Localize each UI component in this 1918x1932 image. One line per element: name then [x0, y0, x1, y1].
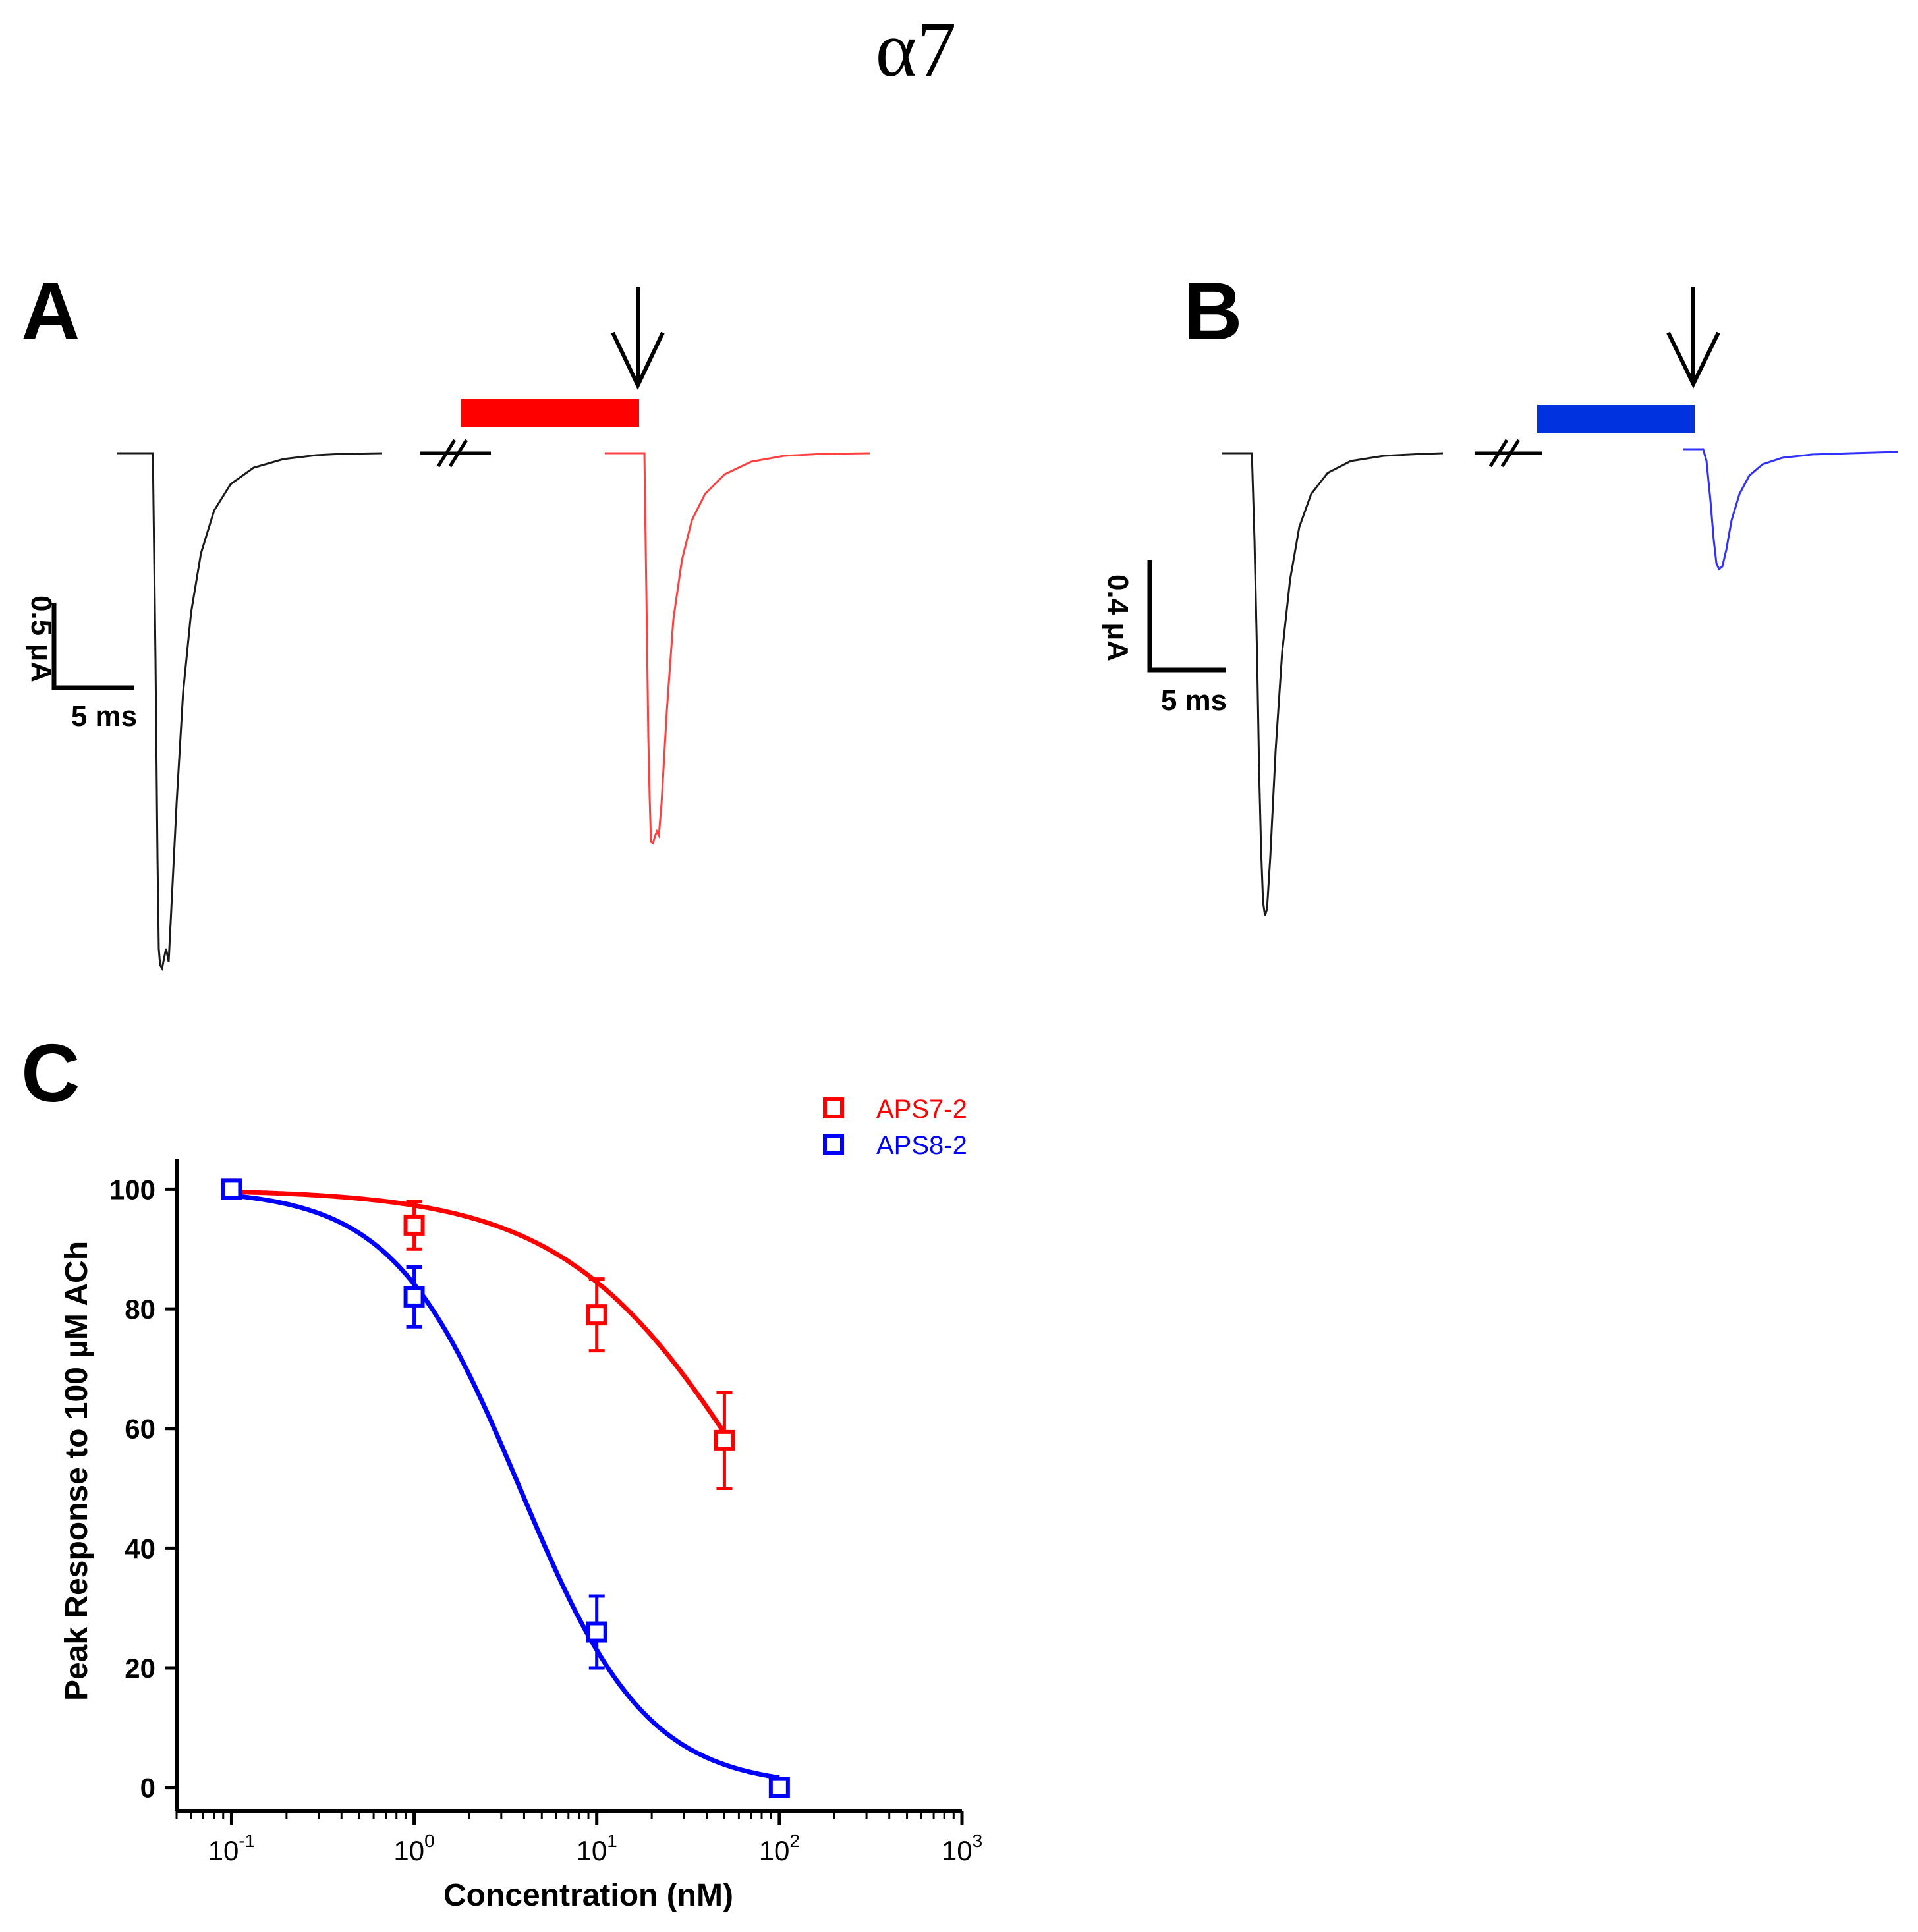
- y-tick-label: 60: [125, 1414, 155, 1445]
- figure-title: α7: [876, 5, 957, 93]
- panel-a-scale-x-label: 5 ms: [71, 700, 137, 732]
- panel-a-application-bar: [461, 399, 639, 427]
- panel-a: A 0.5 μA 5 ms: [21, 266, 870, 972]
- x-tick-labels: 10-1 100 101 102 103: [208, 1831, 983, 1866]
- x-tick-label: 103: [942, 1831, 982, 1866]
- x-tick-base: 10: [759, 1835, 790, 1866]
- x-tick-exponent: 0: [424, 1831, 435, 1851]
- data-points: [221, 1178, 790, 1798]
- legend-label: APS8-2: [876, 1131, 967, 1160]
- down-arrow-icon: [1666, 287, 1720, 389]
- x-tick-label: 100: [393, 1831, 434, 1866]
- x-tick-exponent: 1: [607, 1831, 617, 1851]
- x-tick-base: 10: [942, 1835, 973, 1866]
- x-tick-base: 10: [208, 1835, 239, 1866]
- chart-legend: APS7-2 APS8-2: [823, 1095, 967, 1160]
- x-tick-exponent: 3: [973, 1831, 983, 1851]
- panel-a-control-trace: [117, 452, 383, 972]
- x-tick-base: 10: [393, 1835, 424, 1866]
- data-point: [403, 1286, 425, 1308]
- y-axis-title: Peak Response to 100 µM ACh: [59, 1241, 94, 1701]
- x-tick-label: 101: [577, 1831, 617, 1866]
- panel-b-test-trace: [1683, 448, 1898, 571]
- panel-b-label: B: [1183, 266, 1243, 357]
- data-point: [768, 1777, 790, 1798]
- x-tick-label: 10-1: [208, 1831, 256, 1866]
- data-point: [403, 1214, 425, 1236]
- y-tick-label: 20: [125, 1653, 155, 1684]
- legend-marker: [823, 1134, 844, 1155]
- panel-a-scale-bar: 0.5 μA 5 ms: [25, 595, 137, 732]
- panel-b-scale-bar: 0.4 μA 5 ms: [1102, 560, 1227, 717]
- x-tick-label: 102: [759, 1831, 800, 1866]
- y-tick-label: 0: [140, 1773, 155, 1804]
- y-tick-label: 80: [125, 1294, 155, 1325]
- fit-curve-aps8-2: [231, 1193, 780, 1780]
- panel-b-scale-y-label: 0.4 μA: [1102, 574, 1134, 661]
- y-tick-label: 100: [109, 1174, 155, 1205]
- x-tick-base: 10: [577, 1835, 607, 1866]
- x-axis-title: Concentration (nM): [443, 1878, 733, 1913]
- legend-label: APS7-2: [876, 1095, 967, 1124]
- data-point: [586, 1304, 607, 1326]
- x-tick-exponent: -1: [239, 1831, 255, 1851]
- fit-curve-aps7-2: [231, 1189, 727, 1435]
- x-tick-exponent: 2: [789, 1831, 800, 1851]
- panel-a-scale-y-label: 0.5 μA: [25, 595, 57, 682]
- panel-b-scale-x-label: 5 ms: [1161, 684, 1227, 717]
- data-point: [586, 1621, 607, 1643]
- panel-b: B 0.4 μA 5 ms: [1102, 266, 1898, 916]
- data-point: [714, 1429, 735, 1451]
- data-point: [221, 1178, 242, 1200]
- panel-b-control-trace: [1222, 452, 1444, 916]
- fit-curves: [231, 1189, 780, 1780]
- panel-b-application-bar: [1537, 405, 1695, 433]
- axis-break-icon: [420, 439, 491, 468]
- y-tick-label: 40: [125, 1533, 155, 1564]
- axis-break-icon: [1475, 439, 1542, 468]
- legend-marker: [823, 1097, 844, 1118]
- down-arrow-icon: [611, 287, 665, 390]
- chart-axes: [165, 1159, 964, 1825]
- panel-a-test-trace: [605, 452, 870, 845]
- y-tick-labels: 0 20 40 60 80 100: [109, 1174, 155, 1803]
- panel-c-label: C: [21, 1028, 80, 1119]
- panel-a-label: A: [21, 266, 80, 357]
